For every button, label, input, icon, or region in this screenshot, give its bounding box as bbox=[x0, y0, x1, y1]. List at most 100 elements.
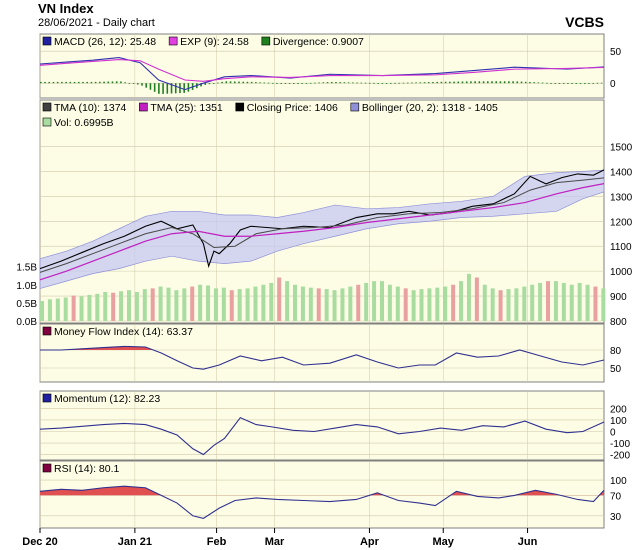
legend-swatch bbox=[168, 36, 178, 46]
divergence-bar bbox=[474, 81, 476, 84]
volume-bar bbox=[490, 288, 495, 321]
volume-bar bbox=[277, 277, 282, 321]
mfi-line bbox=[40, 345, 605, 370]
volume-bar bbox=[379, 281, 384, 321]
divergence-bar bbox=[200, 83, 202, 87]
volume-bar bbox=[269, 282, 274, 321]
volume-bar bbox=[340, 288, 345, 321]
volume-bar bbox=[427, 288, 432, 321]
chart-title: VN Index bbox=[38, 1, 94, 16]
price-ytick-label: 1500 bbox=[610, 142, 633, 153]
price-ytick-label: 900 bbox=[610, 292, 627, 303]
volume-bar bbox=[364, 282, 369, 321]
divergence-bar bbox=[453, 81, 455, 84]
divergence-bar bbox=[52, 81, 55, 84]
x-tick-label: Mar bbox=[265, 536, 285, 548]
legend-entry: MACD (26, 12): 25.48 bbox=[54, 36, 156, 48]
divergence-bar bbox=[444, 81, 447, 84]
divergence-bar bbox=[330, 81, 333, 84]
macd-ytick-label: 50 bbox=[610, 47, 622, 58]
volume-bar bbox=[435, 287, 440, 321]
divergence-bar bbox=[415, 82, 417, 84]
mfi-overbought-area bbox=[40, 346, 604, 350]
divergence-bar bbox=[461, 81, 464, 84]
volume-bar bbox=[403, 288, 408, 321]
divergence-bar bbox=[73, 81, 76, 84]
divergence-bar bbox=[402, 82, 405, 84]
divergence-bar bbox=[99, 81, 101, 84]
legend-entry: Closing Price: 1406 bbox=[247, 102, 338, 114]
divergence-bar bbox=[419, 82, 422, 84]
legend-swatch bbox=[350, 102, 360, 112]
divergence-bar bbox=[343, 82, 346, 84]
divergence-bar bbox=[124, 82, 126, 84]
divergence-bar bbox=[339, 82, 341, 84]
divergence-bar bbox=[508, 81, 510, 84]
divergence-bar bbox=[394, 82, 396, 84]
divergence-bar bbox=[326, 82, 329, 84]
volume-bar bbox=[585, 284, 590, 321]
x-tick-label: Jan 21 bbox=[118, 536, 152, 548]
volume-bar bbox=[71, 295, 76, 321]
macd-panel: 50 0 MACD (26, 12): 25.48 EXP (9): 24.58 Div… bbox=[39, 33, 622, 99]
volume-bar bbox=[261, 284, 266, 321]
divergence-bar bbox=[524, 81, 527, 84]
divergence-bar bbox=[398, 82, 401, 84]
volume-bar bbox=[593, 286, 598, 321]
divergence-bar bbox=[478, 81, 481, 84]
legend-entry: Divergence: 0.9007 bbox=[273, 36, 364, 48]
divergence-bar bbox=[318, 82, 320, 84]
divergence-bar bbox=[238, 81, 240, 84]
divergence-bar bbox=[301, 83, 304, 84]
divergence-bar bbox=[65, 81, 67, 84]
momentum-ytick-label: 0 bbox=[610, 428, 616, 439]
volume-bar bbox=[63, 297, 68, 321]
divergence-bar bbox=[145, 83, 148, 88]
volume-bar bbox=[206, 285, 211, 321]
divergence-bar bbox=[280, 83, 282, 84]
divergence-bar bbox=[82, 81, 84, 84]
x-tick-label: May bbox=[433, 536, 455, 548]
legend-swatch bbox=[139, 102, 148, 112]
divergence-bar bbox=[427, 82, 430, 84]
divergence-bar bbox=[432, 81, 434, 84]
divergence-bar bbox=[204, 83, 207, 85]
divergence-bar bbox=[436, 81, 438, 84]
divergence-bar bbox=[352, 82, 354, 84]
divergence-bar bbox=[56, 81, 59, 84]
legend-entry: TMA (25): 1351 bbox=[150, 102, 223, 114]
divergence-bar bbox=[377, 83, 379, 84]
divergence-bar bbox=[242, 81, 245, 84]
volume-bar bbox=[103, 292, 108, 321]
divergence-bar bbox=[588, 83, 590, 84]
divergence-bar bbox=[111, 81, 114, 84]
divergence-bar bbox=[263, 82, 266, 84]
volume-bar bbox=[506, 289, 511, 321]
rsi-ytick-label: 30 bbox=[610, 512, 622, 523]
divergence-bar bbox=[533, 82, 535, 84]
divergence-bar bbox=[516, 81, 519, 84]
divergence-bar bbox=[600, 82, 603, 84]
legend-entry: TMA (10): 1374 bbox=[54, 102, 127, 114]
x-tick-label: Feb bbox=[207, 536, 227, 548]
volume-bar bbox=[577, 282, 582, 321]
brand-label: VCBS bbox=[565, 14, 604, 30]
divergence-bar bbox=[120, 81, 122, 84]
divergence-bar bbox=[423, 82, 426, 84]
tma25-line bbox=[39, 183, 605, 281]
divergence-bar bbox=[305, 83, 308, 84]
volume-bar bbox=[293, 284, 298, 321]
divergence-bar bbox=[153, 83, 156, 92]
divergence-bar bbox=[40, 81, 42, 84]
volume-bar bbox=[55, 298, 60, 321]
divergence-bar bbox=[486, 81, 489, 84]
divergence-bar bbox=[225, 81, 228, 84]
divergence-bar bbox=[288, 83, 291, 84]
divergence-bar bbox=[520, 81, 523, 84]
volume-tick-label: 1.5B bbox=[16, 263, 37, 274]
legend-swatch bbox=[235, 102, 245, 112]
x-tick-label: Dec 20 bbox=[22, 536, 57, 548]
divergence-bar bbox=[406, 82, 409, 84]
